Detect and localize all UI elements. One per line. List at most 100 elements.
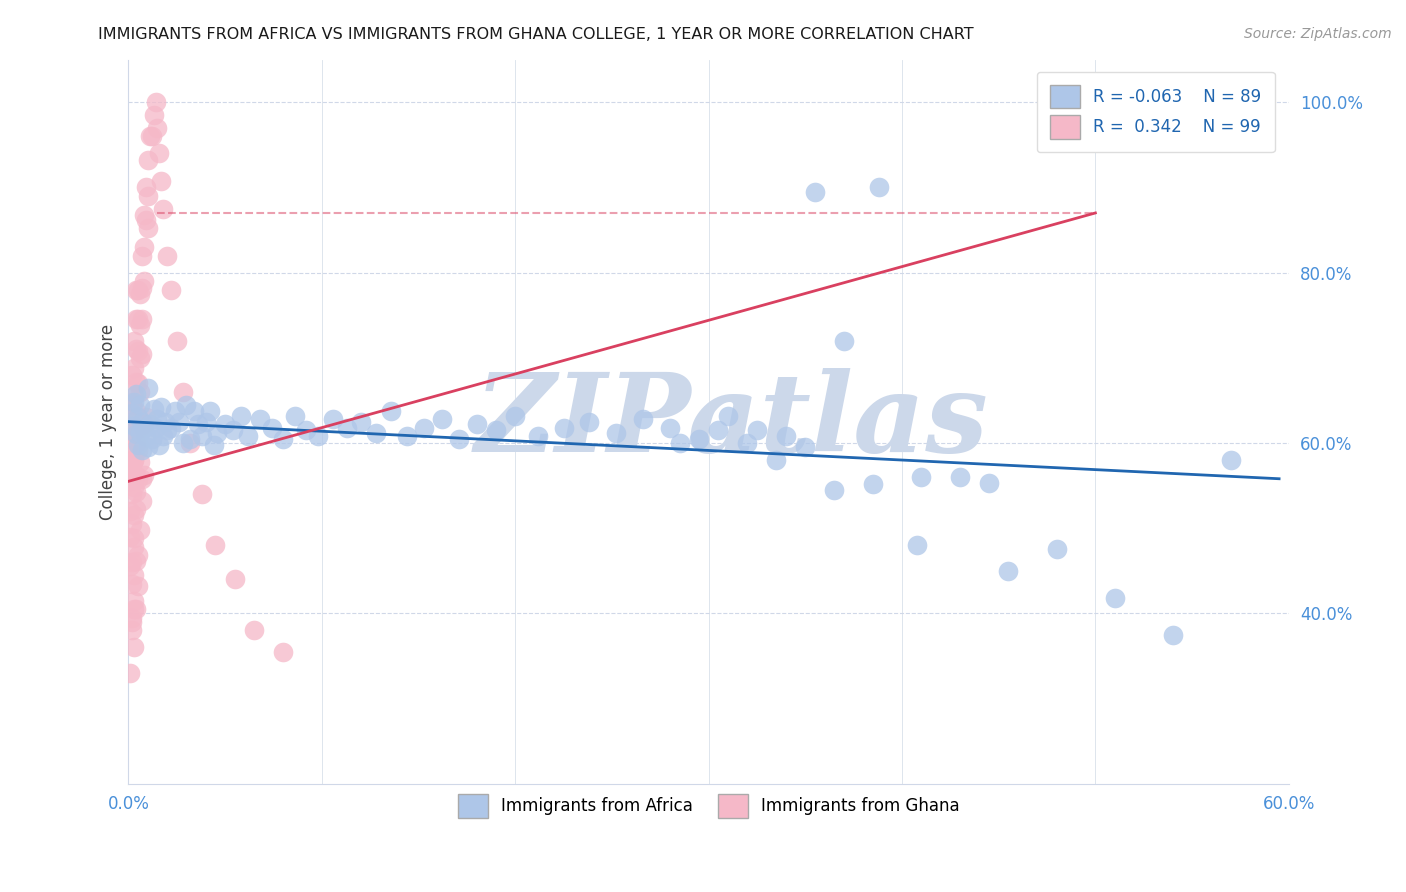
- Text: ZIPatlas: ZIPatlas: [475, 368, 988, 475]
- Point: [125, 427, 148, 442]
- Point: [907, 538, 929, 552]
- Point: [139, 417, 162, 432]
- Point: [121, 395, 143, 409]
- Point: [307, 429, 329, 443]
- Point: [364, 425, 387, 440]
- Point: [129, 286, 152, 301]
- Point: [202, 438, 225, 452]
- Point: [122, 640, 145, 655]
- Point: [121, 610, 143, 624]
- Point: [127, 442, 149, 457]
- Point: [631, 412, 654, 426]
- Point: [122, 389, 145, 403]
- Point: [204, 538, 226, 552]
- Point: [121, 487, 143, 501]
- Point: [129, 455, 152, 469]
- Point: [125, 602, 148, 616]
- Point: [155, 415, 177, 429]
- Point: [127, 549, 149, 563]
- Point: [121, 398, 143, 412]
- Point: [1046, 542, 1069, 557]
- Point: [717, 409, 740, 423]
- Point: [707, 423, 730, 437]
- Point: [127, 283, 149, 297]
- Point: [122, 540, 145, 554]
- Point: [117, 470, 139, 484]
- Point: [765, 453, 787, 467]
- Point: [176, 398, 198, 412]
- Point: [191, 487, 214, 501]
- Point: [152, 429, 174, 443]
- Point: [794, 440, 817, 454]
- Point: [156, 248, 179, 262]
- Point: [224, 572, 246, 586]
- Point: [120, 559, 142, 574]
- Point: [122, 418, 145, 433]
- Point: [187, 417, 209, 432]
- Point: [129, 425, 152, 440]
- Point: [229, 409, 252, 423]
- Point: [139, 129, 162, 144]
- Point: [191, 429, 214, 443]
- Point: [745, 423, 768, 437]
- Legend: Immigrants from Africa, Immigrants from Ghana: Immigrants from Africa, Immigrants from …: [449, 786, 969, 826]
- Point: [605, 425, 627, 440]
- Point: [117, 440, 139, 454]
- Point: [207, 425, 229, 440]
- Point: [129, 384, 152, 399]
- Point: [1219, 453, 1241, 467]
- Point: [120, 475, 142, 489]
- Point: [166, 334, 188, 348]
- Point: [148, 146, 170, 161]
- Point: [222, 423, 245, 437]
- Point: [131, 281, 153, 295]
- Point: [131, 472, 153, 486]
- Point: [553, 420, 575, 434]
- Point: [122, 334, 145, 348]
- Point: [125, 283, 148, 297]
- Point: [194, 415, 217, 429]
- Point: [910, 470, 932, 484]
- Point: [127, 376, 149, 391]
- Point: [823, 483, 845, 497]
- Point: [127, 410, 149, 425]
- Point: [125, 343, 148, 357]
- Point: [125, 375, 148, 389]
- Point: [156, 423, 179, 437]
- Text: IMMIGRANTS FROM AFRICA VS IMMIGRANTS FROM GHANA COLLEGE, 1 YEAR OR MORE CORRELAT: IMMIGRANTS FROM AFRICA VS IMMIGRANTS FRO…: [98, 27, 974, 42]
- Point: [179, 436, 201, 450]
- Point: [125, 553, 148, 567]
- Point: [148, 438, 170, 452]
- Point: [172, 384, 194, 399]
- Point: [122, 568, 145, 582]
- Point: [132, 417, 155, 432]
- Point: [135, 429, 157, 443]
- Point: [127, 472, 149, 486]
- Point: [145, 420, 167, 434]
- Point: [131, 415, 153, 429]
- Point: [322, 412, 344, 426]
- Point: [120, 453, 142, 467]
- Point: [160, 420, 183, 434]
- Point: [127, 438, 149, 452]
- Point: [136, 153, 159, 168]
- Point: [127, 579, 149, 593]
- Point: [145, 95, 167, 110]
- Point: [122, 508, 145, 523]
- Point: [125, 468, 148, 483]
- Point: [121, 427, 143, 442]
- Point: [135, 180, 157, 194]
- Point: [198, 403, 221, 417]
- Point: [120, 665, 142, 680]
- Point: [131, 494, 153, 508]
- Point: [949, 470, 972, 484]
- Point: [146, 120, 169, 135]
- Point: [142, 108, 165, 122]
- Point: [121, 368, 143, 382]
- Point: [136, 381, 159, 395]
- Point: [120, 504, 142, 518]
- Text: Source: ZipAtlas.com: Source: ZipAtlas.com: [1244, 27, 1392, 41]
- Point: [122, 453, 145, 467]
- Point: [121, 624, 143, 638]
- Point: [1161, 627, 1184, 641]
